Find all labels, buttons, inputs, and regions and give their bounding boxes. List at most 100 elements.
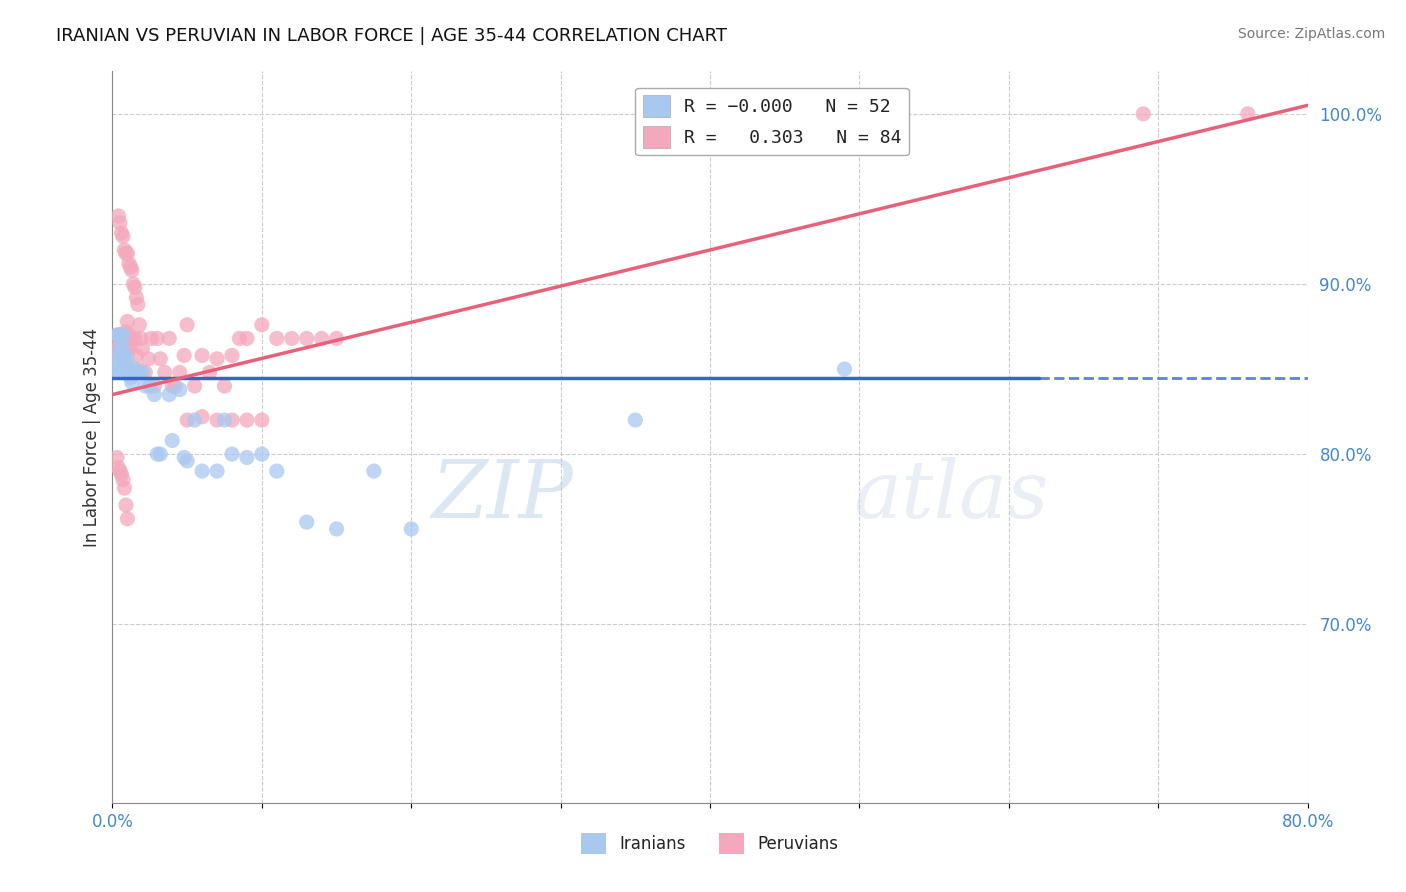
Point bbox=[121, 263, 143, 277]
Point bbox=[110, 226, 132, 240]
Point bbox=[149, 447, 172, 461]
Point bbox=[143, 387, 166, 401]
Point bbox=[125, 366, 148, 380]
Point bbox=[134, 379, 156, 393]
Point bbox=[118, 256, 141, 270]
Point bbox=[191, 464, 214, 478]
Point bbox=[111, 473, 134, 487]
Point bbox=[191, 348, 214, 362]
Point bbox=[115, 362, 138, 376]
Point bbox=[363, 464, 385, 478]
Point bbox=[221, 413, 243, 427]
Point bbox=[173, 450, 195, 465]
Point bbox=[114, 243, 135, 257]
Point bbox=[115, 498, 138, 512]
Point bbox=[141, 331, 163, 345]
Point bbox=[114, 366, 135, 380]
Point bbox=[124, 331, 146, 345]
Point bbox=[117, 512, 139, 526]
Point bbox=[146, 447, 169, 461]
Point bbox=[157, 331, 180, 345]
Point bbox=[198, 366, 221, 380]
Point bbox=[115, 325, 138, 339]
Point bbox=[157, 387, 180, 401]
Point bbox=[266, 331, 288, 345]
Text: atlas: atlas bbox=[853, 457, 1049, 534]
Point bbox=[236, 450, 259, 465]
Point bbox=[108, 345, 131, 359]
Point bbox=[121, 376, 143, 390]
Point bbox=[111, 353, 134, 368]
Point bbox=[401, 522, 423, 536]
Point bbox=[108, 342, 131, 356]
Point bbox=[295, 331, 318, 345]
Point bbox=[105, 359, 128, 373]
Point bbox=[118, 362, 141, 376]
Point bbox=[105, 450, 128, 465]
Point bbox=[221, 348, 243, 362]
Point bbox=[115, 328, 138, 343]
Point bbox=[250, 447, 273, 461]
Point bbox=[165, 379, 187, 393]
Point bbox=[176, 413, 198, 427]
Point bbox=[250, 413, 273, 427]
Point bbox=[107, 328, 129, 343]
Point bbox=[110, 338, 132, 352]
Point bbox=[117, 246, 139, 260]
Point bbox=[131, 366, 153, 380]
Point bbox=[111, 345, 134, 359]
Point bbox=[138, 351, 160, 366]
Point bbox=[295, 515, 318, 529]
Point bbox=[107, 345, 129, 359]
Point bbox=[111, 328, 134, 343]
Point bbox=[125, 348, 148, 362]
Text: ZIP: ZIP bbox=[430, 457, 572, 534]
Point bbox=[169, 366, 191, 380]
Text: Source: ZipAtlas.com: Source: ZipAtlas.com bbox=[1237, 27, 1385, 41]
Point bbox=[117, 342, 139, 356]
Point bbox=[110, 467, 132, 482]
Point bbox=[105, 328, 128, 343]
Point bbox=[205, 351, 228, 366]
Point bbox=[205, 464, 228, 478]
Point bbox=[104, 345, 127, 359]
Point bbox=[191, 409, 214, 424]
Point bbox=[173, 348, 195, 362]
Point bbox=[108, 464, 131, 478]
Point bbox=[134, 366, 156, 380]
Point bbox=[205, 413, 228, 427]
Point bbox=[221, 447, 243, 461]
Point bbox=[107, 328, 129, 343]
Y-axis label: In Labor Force | Age 35-44: In Labor Force | Age 35-44 bbox=[83, 327, 101, 547]
Point bbox=[111, 345, 134, 359]
Point bbox=[266, 464, 288, 478]
Point bbox=[214, 379, 236, 393]
Point bbox=[153, 366, 176, 380]
Point bbox=[127, 297, 149, 311]
Point bbox=[108, 216, 131, 230]
Point bbox=[104, 362, 127, 376]
Point bbox=[110, 328, 132, 343]
Point bbox=[122, 277, 145, 291]
Legend: Iranians, Peruvians: Iranians, Peruvians bbox=[575, 827, 845, 860]
Point bbox=[183, 379, 205, 393]
Point bbox=[162, 379, 183, 393]
Point bbox=[236, 331, 259, 345]
Point bbox=[127, 362, 149, 376]
Point bbox=[125, 291, 148, 305]
Point bbox=[250, 318, 273, 332]
Point bbox=[146, 331, 169, 345]
Point bbox=[120, 370, 142, 384]
Point bbox=[176, 454, 198, 468]
Point bbox=[169, 383, 191, 397]
Point bbox=[834, 362, 856, 376]
Point bbox=[128, 318, 150, 332]
Point bbox=[120, 342, 142, 356]
Point bbox=[118, 328, 141, 343]
Point bbox=[108, 331, 131, 345]
Point bbox=[281, 331, 304, 345]
Point bbox=[236, 413, 259, 427]
Point bbox=[110, 331, 132, 345]
Point bbox=[129, 331, 152, 345]
Point bbox=[114, 481, 135, 495]
